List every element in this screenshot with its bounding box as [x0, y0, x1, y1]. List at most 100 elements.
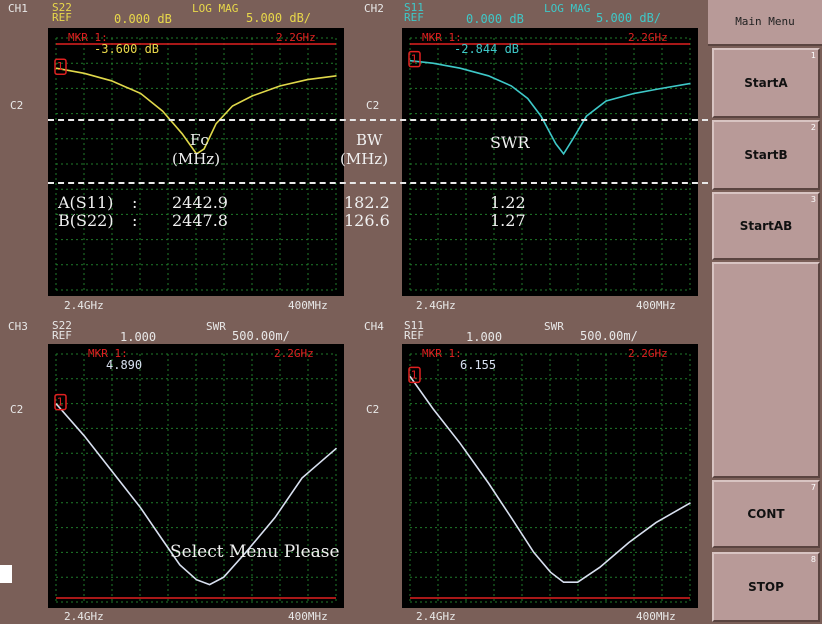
ch3-scale: 500.00m/ — [232, 329, 290, 343]
ch3-graph: 1 — [54, 353, 338, 603]
ch1-scale: 5.000 dB/ — [246, 11, 312, 25]
softkey-cont-num: 7 — [810, 483, 816, 492]
ch3-span: 400MHz — [288, 610, 328, 623]
channel-1-panel: CH1 S22 REF LOG MAG 0.000 dB 5.000 dB/ C… — [0, 0, 354, 314]
ch2-marker-label: MKR 1: — [422, 31, 462, 44]
softkey-start-ab-num: 3 — [810, 195, 816, 204]
marker-1-number: 1 — [57, 60, 64, 73]
ch1-marker-value: -3.600 dB — [94, 42, 160, 56]
ch2-marker-freq: 2.2GHz — [628, 31, 668, 44]
marker-1-number: 1 — [411, 368, 418, 381]
marker-1-box — [408, 50, 421, 68]
col-bw-unit: (MHz) — [340, 150, 389, 168]
ch2-ref-value: 0.000 dB — [466, 12, 524, 26]
ch4-start: 2.4GHz — [416, 610, 456, 623]
ch4-scale: 500.00m/ — [580, 329, 638, 343]
ch2-marker-value: -2.844 dB — [454, 42, 520, 56]
marker-1-box — [54, 393, 67, 411]
ch1-ref-label: REF — [52, 11, 72, 24]
measurement-trace — [409, 59, 691, 156]
ch3-ref-label: REF — [52, 329, 72, 342]
ch1-ref-value: 0.000 dB — [114, 12, 172, 26]
col-swr-header: SWR — [490, 133, 530, 152]
softkey-start-a[interactable]: StartA 1 — [712, 48, 820, 118]
softkey-start-ab[interactable]: StartAB 3 — [712, 192, 820, 260]
ch1-format: LOG MAG — [192, 2, 239, 15]
ch1-marker-freq: 2.2GHz — [276, 31, 316, 44]
ch4-span: 400MHz — [636, 610, 676, 623]
col-bw-header: BW — [356, 131, 383, 149]
ch2-graph: 1 — [408, 37, 691, 291]
softkey-start-a-num: 1 — [810, 51, 816, 60]
ch4-ref-label: REF — [404, 329, 424, 342]
ch1-graph: 1 — [54, 37, 337, 291]
softkey-cont[interactable]: CONT 7 — [712, 480, 820, 548]
row-b-bw: 126.6 — [344, 211, 390, 230]
ch2-span: 400MHz — [636, 299, 676, 312]
ch1-plot: 1 MKR 1: 2.2GHz -3.600 dB — [48, 28, 344, 296]
vna-display: CH1 S22 REF LOG MAG 0.000 dB 5.000 dB/ C… — [0, 0, 708, 624]
ch3-ref-value: 1.000 — [120, 330, 157, 344]
row-a-sep: : — [132, 193, 138, 212]
marker-1-box — [408, 366, 421, 384]
ch3-format: SWR — [206, 320, 226, 333]
softkey-start-ab-label: StartAB — [739, 219, 793, 233]
menu-title: Main Menu — [708, 0, 822, 46]
measurement-trace — [55, 403, 338, 586]
marker-1-box — [54, 58, 67, 75]
ch2-param: S11 — [404, 1, 424, 14]
results-mid-divider — [48, 182, 708, 184]
ch4-format: SWR — [544, 320, 564, 333]
ch3-plot: 1 MKR 1: 2.2GHz 4.890 — [48, 344, 344, 608]
ch2-side-label: C2 — [366, 99, 380, 112]
channel-2-panel: CH2 S11 REF LOG MAG 0.000 dB 5.000 dB/ C… — [356, 0, 708, 314]
ch4-id: CH4 — [364, 320, 384, 333]
ch4-plot: 1 MKR 1: 2.2GHz 6.155 — [402, 344, 698, 608]
ch2-format: LOG MAG — [544, 2, 591, 15]
softkey-cont-label: CONT — [747, 507, 785, 521]
ch4-side-label: C2 — [366, 403, 380, 416]
softkey-stop-num: 8 — [810, 555, 816, 564]
ch2-scale: 5.000 dB/ — [596, 11, 662, 25]
ch4-marker-label: MKR 1: — [422, 347, 462, 360]
ch4-marker-freq: 2.2GHz — [628, 347, 668, 360]
ch3-param: S22 — [52, 319, 72, 332]
row-b-label: B(S22) — [58, 211, 114, 230]
row-a-bw: 182.2 — [344, 193, 390, 212]
ch1-start: 2.4GHz — [64, 299, 104, 312]
channel-4-panel: CH4 S11 REF SWR 1.000 500.00m/ C2 1 MKR … — [356, 316, 708, 624]
status-message: Select Menu Please — [170, 542, 340, 562]
cursor-block — [0, 565, 12, 583]
row-b-fc: 2447.8 — [172, 211, 228, 230]
ch1-side-label: C2 — [10, 99, 24, 112]
row-b-sep: : — [132, 211, 138, 230]
ch2-id: CH2 — [364, 2, 384, 15]
softkey-stop-label: STOP — [748, 580, 784, 594]
ch1-param: S22 — [52, 1, 72, 14]
marker-1-number: 1 — [411, 53, 418, 66]
softkey-blank — [712, 262, 820, 478]
ch3-side-label: C2 — [10, 403, 24, 416]
ch1-span: 400MHz — [288, 299, 328, 312]
results-top-divider — [48, 119, 708, 121]
softkey-start-b-num: 2 — [810, 123, 816, 132]
ch3-marker-value: 4.890 — [106, 358, 143, 372]
ch3-start: 2.4GHz — [64, 610, 104, 623]
ch1-marker-label: MKR 1: — [68, 31, 108, 44]
row-a-fc: 2442.9 — [172, 193, 228, 212]
ch2-ref-label: REF — [404, 11, 424, 24]
ch4-marker-value: 6.155 — [460, 358, 497, 372]
col-fc-unit: (MHz) — [172, 150, 221, 168]
ch2-plot: 1 MKR 1: 2.2GHz -2.844 dB — [402, 28, 698, 296]
softkey-start-b[interactable]: StartB 2 — [712, 120, 820, 190]
softkey-stop[interactable]: STOP 8 — [712, 552, 820, 622]
channel-3-panel: CH3 S22 REF SWR 1.000 500.00m/ C2 1 MKR … — [0, 316, 354, 624]
measurement-trace — [409, 375, 691, 583]
row-b-swr: 1.27 — [490, 211, 526, 230]
ch3-id: CH3 — [8, 320, 28, 333]
ch4-graph: 1 — [408, 353, 691, 603]
marker-1-number: 1 — [57, 396, 64, 409]
measurement-trace — [55, 67, 337, 155]
col-fc-header: Fc — [190, 131, 209, 149]
ch1-id: CH1 — [8, 2, 28, 15]
